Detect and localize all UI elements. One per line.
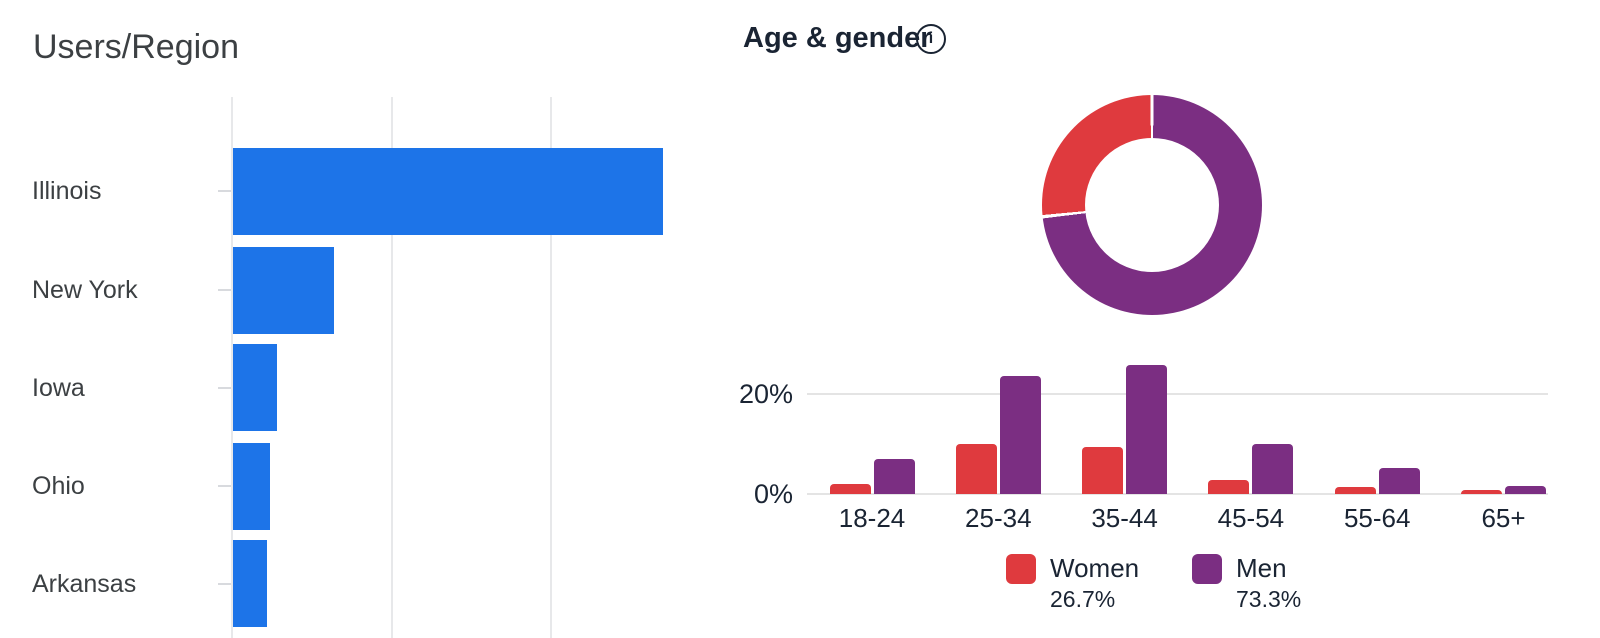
bar-men-55-64[interactable] — [1378, 468, 1420, 494]
bar-men-18-24[interactable] — [873, 459, 915, 494]
donut-hole — [1085, 138, 1219, 272]
legend-label: Women — [1050, 553, 1140, 583]
legend-label: Men — [1236, 553, 1287, 583]
bar-men-25-34[interactable] — [999, 376, 1041, 494]
category-label-new-york: New York — [32, 276, 138, 304]
bar-men-35-44[interactable] — [1126, 364, 1168, 494]
axis-tick — [218, 386, 231, 389]
category-label-iowa: Iowa — [32, 373, 85, 402]
bar-arkansas[interactable] — [233, 540, 268, 627]
y-axis-label: 0% — [753, 479, 793, 509]
bar-illinois[interactable] — [233, 147, 663, 235]
axis-tick — [218, 582, 231, 585]
bar-women-18-24[interactable] — [829, 484, 871, 494]
users-region-title: Users/Region — [33, 28, 239, 66]
bar-women-35-44[interactable] — [1082, 446, 1124, 494]
bar-men-65plus[interactable] — [1505, 486, 1546, 494]
axis-tick — [218, 289, 231, 291]
info-icon[interactable]: i — [916, 24, 946, 54]
legend-swatch-men — [1192, 554, 1222, 584]
gridline — [807, 493, 1548, 495]
bar-iowa[interactable] — [233, 344, 278, 431]
gridline — [807, 393, 1548, 395]
age-gender-donut-chart[interactable] — [1042, 95, 1262, 315]
bar-women-45-54[interactable] — [1208, 480, 1250, 494]
bar-new-york[interactable] — [233, 246, 334, 334]
bar-ohio[interactable] — [233, 442, 271, 530]
gridline — [231, 97, 233, 638]
axis-tick — [218, 190, 231, 192]
age-gender-title: Age & gender — [743, 22, 932, 54]
category-label-ohio: Ohio — [32, 472, 85, 500]
bar-women-25-34[interactable] — [955, 444, 997, 494]
legend-value: 73.3% — [1236, 586, 1302, 612]
x-axis-label-25-34: 25-34 — [965, 503, 1032, 533]
gridline — [550, 97, 552, 638]
bar-women-65plus[interactable] — [1461, 489, 1502, 494]
bar-women-55-64[interactable] — [1334, 486, 1376, 494]
x-axis-label-18-24: 18-24 — [838, 503, 906, 533]
x-axis-label-65plus: 65+ — [1481, 503, 1526, 533]
legend-value: 26.7% — [1050, 586, 1116, 612]
category-label-illinois: Illinois — [32, 177, 102, 205]
x-axis-label-35-44: 35-44 — [1091, 503, 1158, 533]
bar-men-45-54[interactable] — [1252, 444, 1294, 494]
gridline — [390, 97, 393, 638]
x-axis-label-45-54: 45-54 — [1217, 503, 1285, 533]
legend-swatch-women — [1006, 554, 1036, 584]
axis-tick — [218, 485, 231, 487]
y-axis-label: 20% — [738, 379, 793, 409]
x-axis-label-55-64: 55-64 — [1343, 503, 1411, 533]
category-label-arkansas: Arkansas — [32, 569, 137, 598]
